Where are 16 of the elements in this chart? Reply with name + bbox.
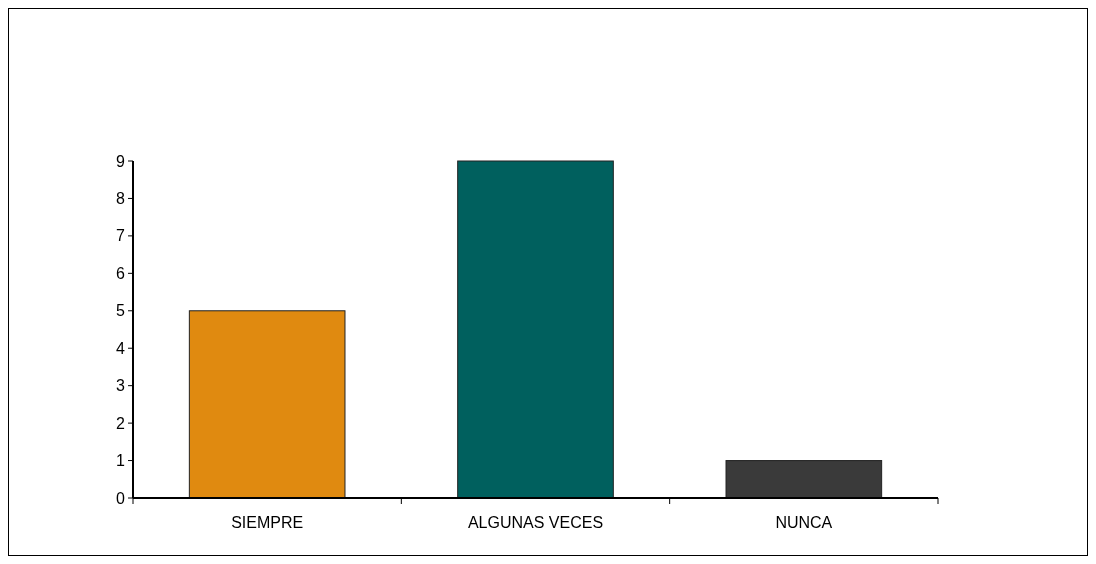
- y-tick-label: 9: [116, 152, 126, 170]
- bar: [188, 310, 346, 499]
- y-tick-label: 3: [116, 377, 126, 395]
- y-tick-label: 8: [116, 190, 126, 208]
- bar: [457, 160, 614, 499]
- y-tick-label: 0: [116, 489, 126, 507]
- y-tick-label: 5: [116, 302, 126, 320]
- y-tick-label: 2: [116, 414, 126, 432]
- y-tick-label: 6: [116, 264, 126, 282]
- bar: [725, 460, 883, 499]
- x-tick-label: SIEMPRE: [231, 514, 304, 531]
- y-tick-label: 4: [116, 339, 126, 357]
- x-tick-label: ALGUNAS VECES: [467, 514, 604, 531]
- x-tick-label: NUNCA: [775, 514, 833, 531]
- y-tick-label: 1: [116, 452, 126, 470]
- y-tick-label: 7: [116, 227, 126, 245]
